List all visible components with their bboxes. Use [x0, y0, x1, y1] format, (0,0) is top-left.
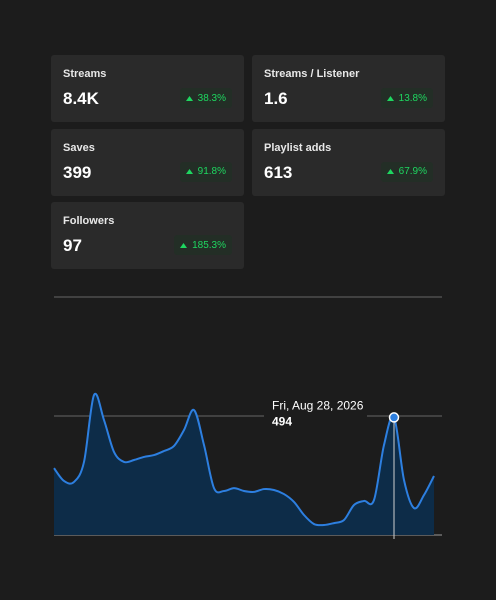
hover-point [388, 412, 400, 423]
stat-label: Streams [63, 68, 107, 80]
stat-card: Followers 97 185.3% [51, 202, 244, 269]
change-badge: 67.9% [380, 161, 433, 182]
stat-value: 399 [63, 162, 92, 182]
up-arrow-shape [386, 95, 394, 101]
stat-card: Playlist adds 613 67.9% [252, 128, 445, 196]
change-badge: 91.8% [179, 161, 232, 182]
change-value: 38.3% [197, 92, 226, 104]
change-badge: 13.8% [380, 88, 433, 108]
stat-label: Playlist adds [264, 141, 332, 154]
change-value: 13.8% [398, 92, 427, 104]
stat-label: Streams / Listener [264, 68, 360, 80]
stat-value: 1.6 [264, 89, 288, 108]
stat-card: Saves 399 91.8% [51, 128, 244, 196]
up-arrow [185, 169, 193, 174]
up-arrow-shape [180, 242, 188, 248]
up-arrow [180, 242, 188, 248]
stat-value: 613 [264, 162, 293, 182]
change-badge: 185.3% [174, 235, 232, 255]
change-value: 91.8% [197, 166, 226, 177]
up-arrow [185, 95, 193, 101]
tooltip-date: Fri, Aug 28, 2026 [272, 398, 364, 412]
stat-value: 8.4K [63, 89, 99, 108]
up-arrow-shape [386, 169, 394, 174]
area [54, 393, 434, 535]
up-arrow [386, 95, 394, 101]
stat-label: Saves [63, 141, 95, 154]
change-badge: 38.3% [179, 88, 232, 108]
up-arrow [386, 169, 394, 174]
tooltip-value: 494 [272, 414, 292, 428]
up-arrow-shape [185, 169, 193, 174]
stat-card: Streams 8.4K 38.3% [51, 55, 244, 122]
tooltip-box [264, 395, 367, 435]
stat-value: 97 [63, 236, 82, 255]
change-value: 67.9% [398, 166, 427, 177]
stat-label: Followers [63, 215, 115, 227]
up-arrow-shape [185, 95, 193, 101]
change-value: 185.3% [192, 239, 226, 251]
line [53, 392, 435, 527]
stat-card: Streams / Listener 1.6 13.8% [252, 55, 445, 122]
